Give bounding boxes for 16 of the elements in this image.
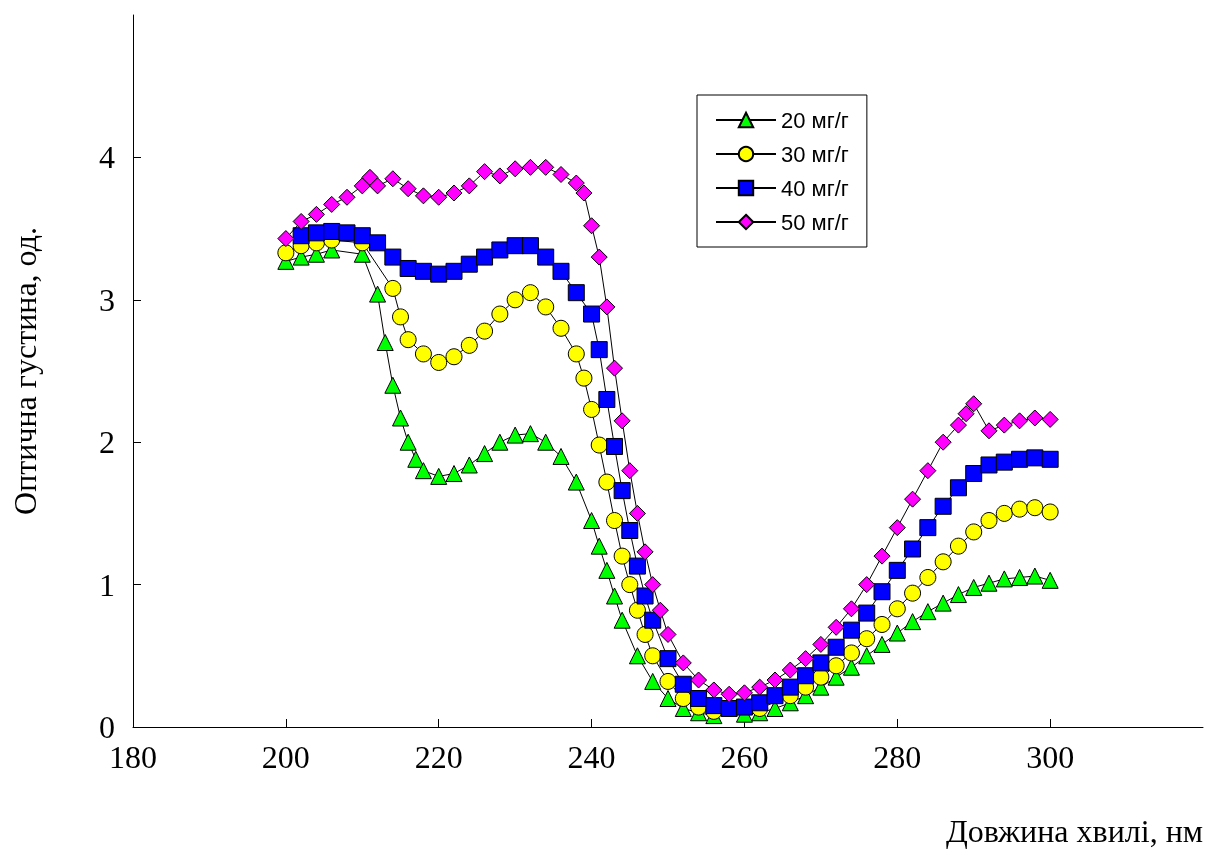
x-tick-label: 200: [261, 739, 310, 775]
x-tick-label: 280: [873, 739, 922, 775]
y-tick-label: 4: [99, 139, 115, 176]
y-tick-label: 1: [99, 566, 115, 603]
x-tick-label: 260: [720, 739, 769, 775]
x-tick-label: 240: [567, 739, 616, 775]
y-tick-label: 3: [99, 281, 115, 318]
legend-label: 20 мг/г: [781, 107, 849, 133]
x-tick-label: 220: [414, 739, 463, 775]
x-axis-title: Довжина хвилі, нм: [945, 813, 1203, 849]
y-axis-title: Оптична густина, од.: [7, 227, 43, 515]
x-tick-label: 300: [1026, 739, 1075, 775]
y-tick-label: 2: [99, 424, 115, 461]
legend-label: 30 мг/г: [781, 141, 849, 167]
legend-label: 40 мг/г: [781, 175, 849, 201]
legend-label: 50 мг/г: [781, 209, 849, 235]
